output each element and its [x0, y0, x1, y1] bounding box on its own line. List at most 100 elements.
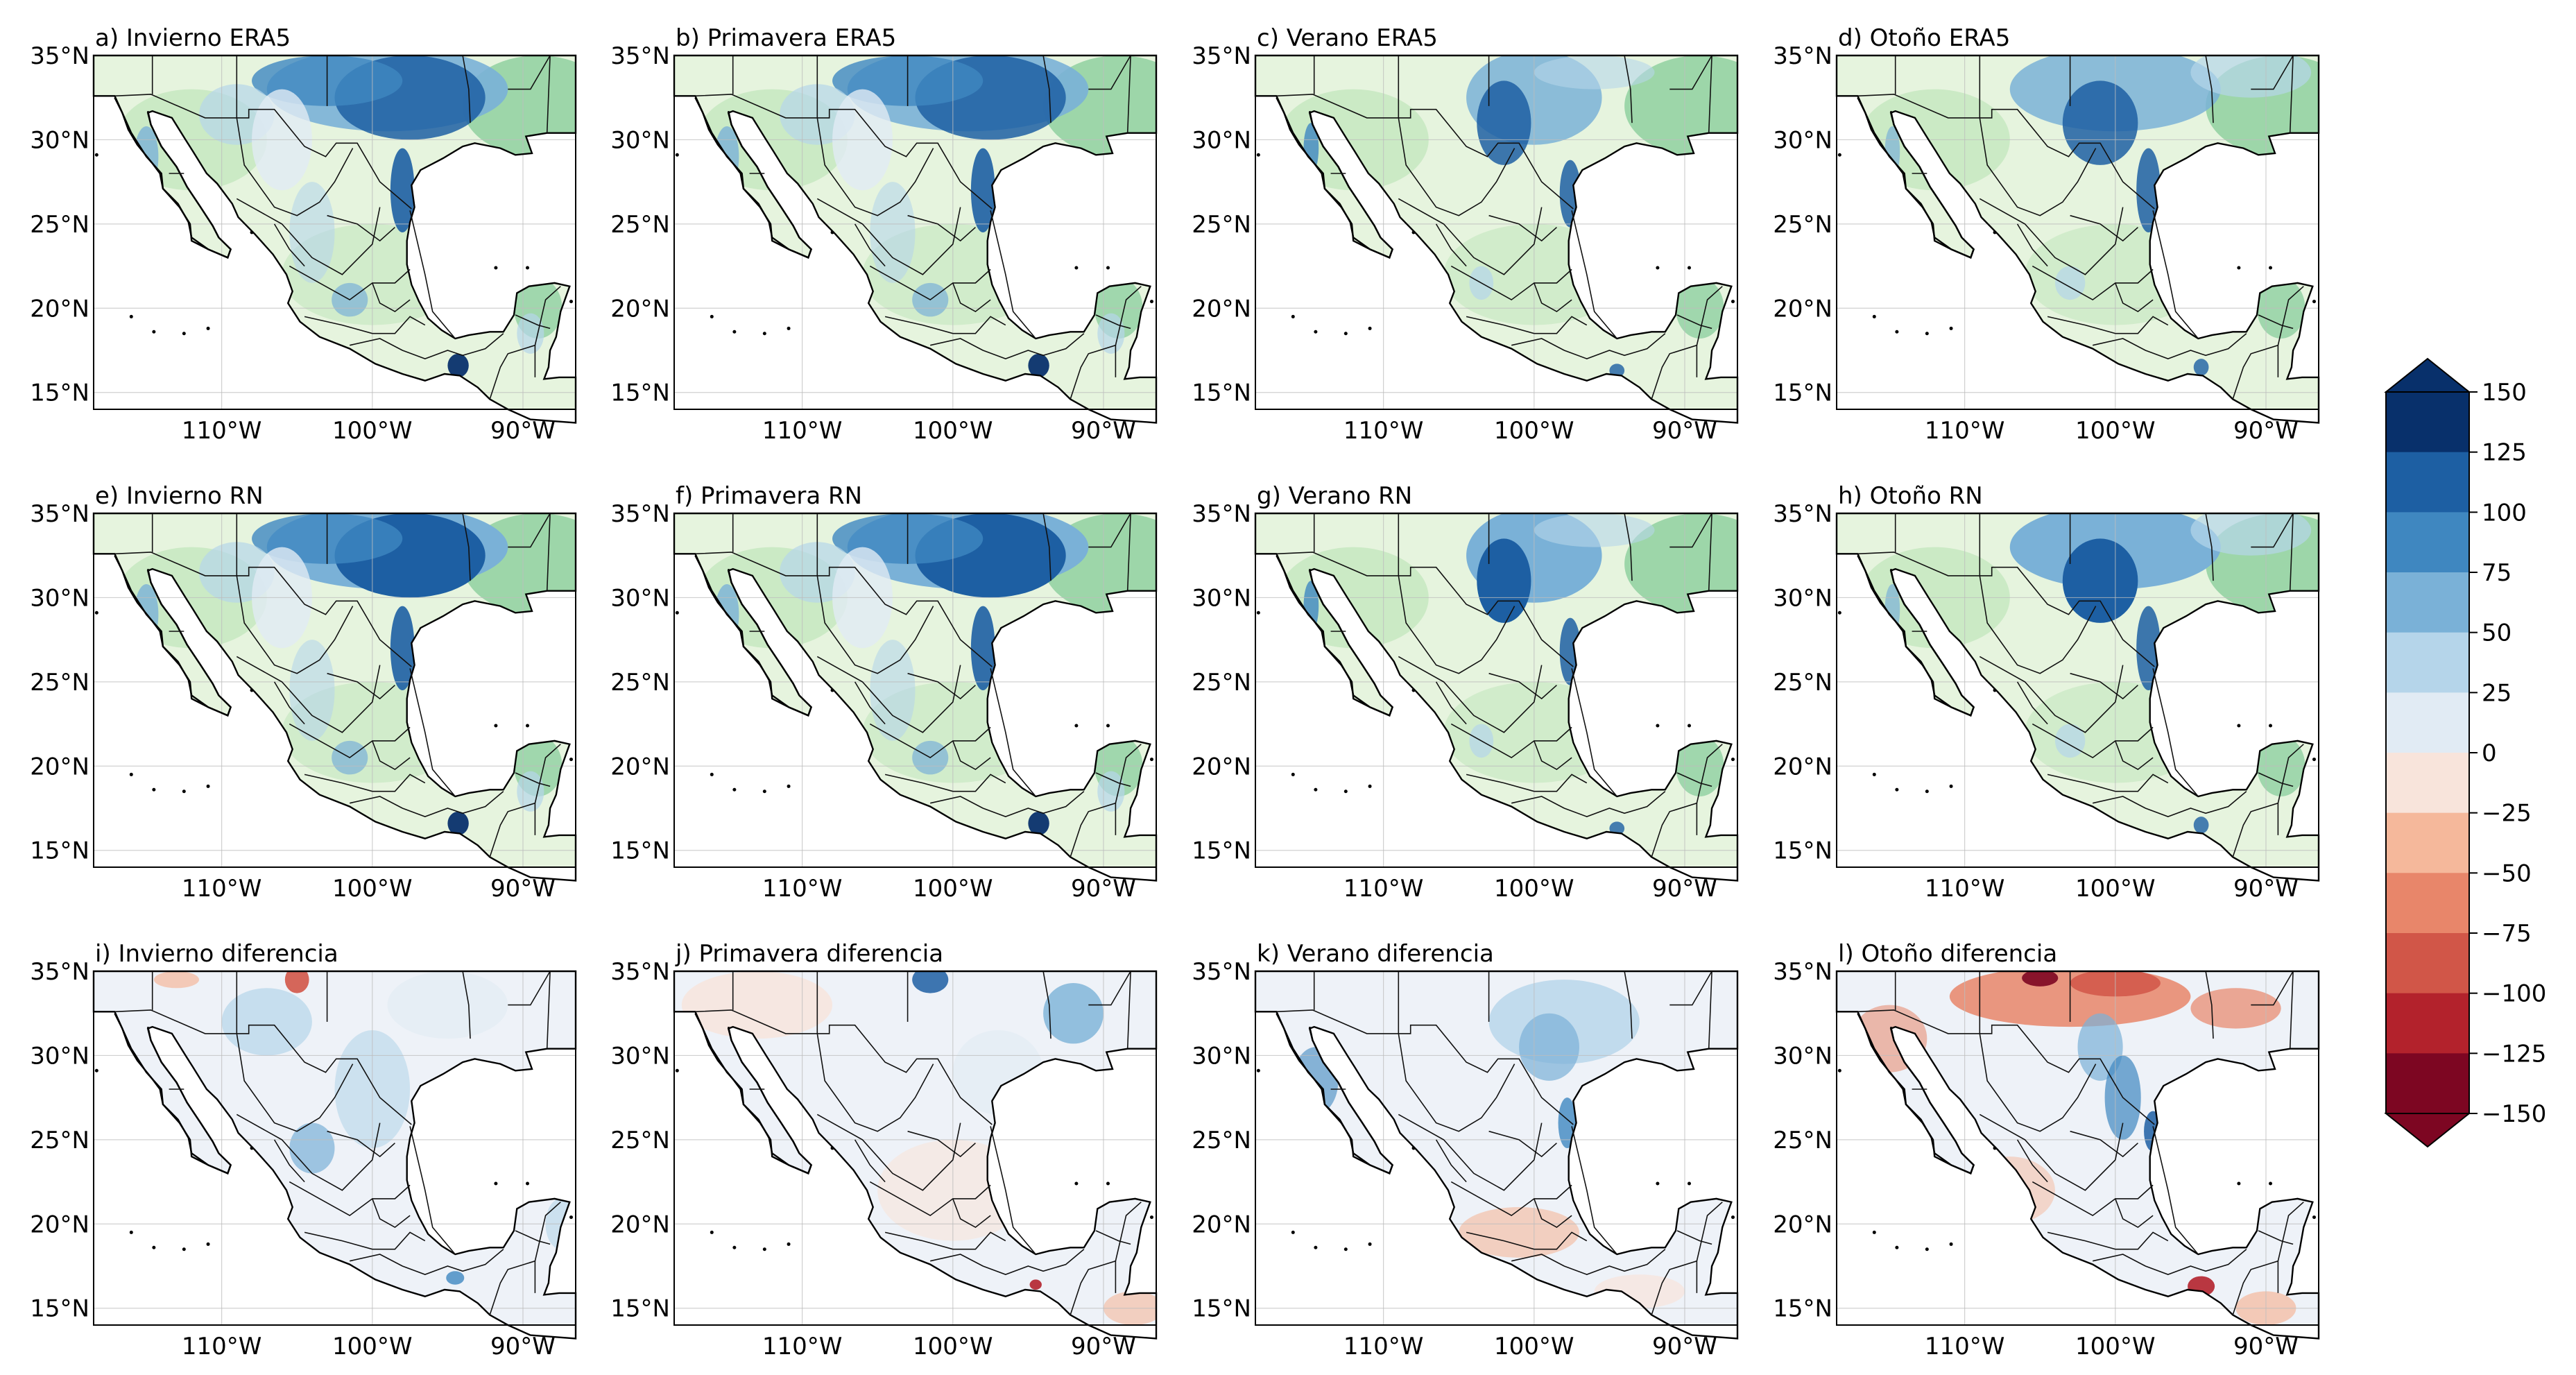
state-border: [2205, 55, 2214, 123]
state-border: [350, 791, 504, 817]
island: [830, 688, 834, 692]
colorbar-tick-label: 0: [2482, 740, 2497, 767]
state-border: [273, 1139, 305, 1183]
colorbar-tick-label: −50: [2482, 860, 2532, 887]
state-border: [952, 282, 991, 313]
field-blob: [2077, 1013, 2123, 1081]
state-border: [515, 772, 551, 787]
island: [830, 230, 834, 234]
island: [1314, 787, 1318, 792]
state-border: [546, 971, 551, 1049]
colorbar-segment: [2386, 692, 2469, 753]
island: [206, 1242, 210, 1246]
field-blob: [1097, 771, 1125, 812]
island: [206, 326, 210, 330]
lat-tick-label: 15°N: [610, 1295, 670, 1323]
state-border: [1398, 117, 1515, 216]
state-border: [884, 316, 1006, 334]
lon-tick-label: 110°W: [762, 875, 843, 903]
field-blob: [1534, 513, 1655, 547]
island: [2269, 724, 2272, 728]
state-border: [1676, 772, 1712, 787]
map-frame: [1255, 971, 1738, 1326]
island: [1411, 1146, 1416, 1150]
state-border: [515, 1230, 551, 1245]
state-border: [372, 1198, 411, 1229]
colorbar-segment: [2386, 873, 2469, 934]
state-border: [304, 1231, 426, 1250]
lat-tick-label: 20°N: [30, 753, 89, 780]
state-border: [2289, 55, 2294, 133]
lon-tick-label: 90°W: [1652, 417, 1717, 445]
island: [1872, 772, 1876, 776]
island: [787, 784, 791, 788]
island: [787, 1242, 791, 1246]
island: [1993, 688, 1997, 692]
state-border: [1534, 282, 1572, 313]
colorbar-segment: [2386, 512, 2469, 573]
state-border: [1696, 286, 1723, 345]
island: [1949, 1242, 1953, 1246]
island: [1256, 610, 1260, 615]
state-border: [1398, 198, 1543, 275]
state-border: [816, 1113, 961, 1191]
state-border: [816, 198, 961, 275]
panel-title: a) Invierno ERA5: [95, 24, 291, 52]
lon-tick-label: 90°W: [2233, 417, 2299, 445]
island: [569, 300, 573, 304]
map-frame: [93, 971, 576, 1326]
state-border: [236, 198, 381, 275]
colorbar-segment: [2386, 392, 2469, 453]
lat-tick-label: 35°N: [610, 42, 670, 70]
island: [250, 1146, 254, 1150]
panel-title: j) Primavera diferencia: [675, 940, 943, 968]
state-border: [462, 513, 471, 581]
state-border: [327, 672, 395, 700]
state-border: [1651, 802, 1698, 857]
lat-tick-label: 30°N: [1192, 584, 1251, 612]
field-blob: [2190, 513, 2312, 556]
state-border: [952, 1198, 991, 1229]
state-border: [409, 1126, 456, 1255]
state-border: [2047, 774, 2169, 792]
island: [129, 1230, 133, 1234]
island: [1368, 784, 1372, 788]
state-border: [350, 1249, 504, 1275]
lat-tick-label: 20°N: [1773, 295, 1832, 323]
lat-tick-label: 20°N: [30, 1211, 89, 1238]
island: [94, 1068, 98, 1073]
island: [1993, 1146, 1997, 1150]
colorbar-tick-label: 25: [2482, 679, 2511, 707]
lat-tick-label: 20°N: [610, 753, 670, 780]
island: [1343, 1247, 1348, 1252]
state-border: [695, 1009, 993, 1125]
state-border: [1126, 55, 1131, 133]
island: [1106, 724, 1110, 728]
state-border: [372, 740, 411, 771]
state-border: [1466, 1231, 1588, 1250]
island: [1291, 1230, 1295, 1234]
island: [1837, 610, 1841, 615]
island: [2237, 1181, 2241, 1186]
lon-tick-label: 110°W: [1925, 875, 2005, 903]
state-border: [508, 971, 551, 1006]
lon-tick-label: 110°W: [1925, 1333, 2005, 1360]
field-blob: [289, 182, 335, 283]
lon-tick-label: 110°W: [1343, 417, 1424, 445]
state-border: [1488, 672, 1557, 700]
lat-tick-label: 25°N: [1192, 1127, 1251, 1154]
island: [1993, 230, 1997, 234]
lat-tick-label: 30°N: [1192, 126, 1251, 154]
island: [152, 330, 156, 334]
state-border: [2070, 1130, 2138, 1158]
state-border: [2251, 513, 2294, 548]
island: [732, 330, 737, 334]
island: [1149, 1215, 1153, 1220]
island: [787, 326, 791, 330]
state-border: [1624, 55, 1633, 123]
field-blob: [2136, 606, 2161, 690]
state-border: [930, 333, 1085, 359]
island: [1925, 332, 1929, 336]
